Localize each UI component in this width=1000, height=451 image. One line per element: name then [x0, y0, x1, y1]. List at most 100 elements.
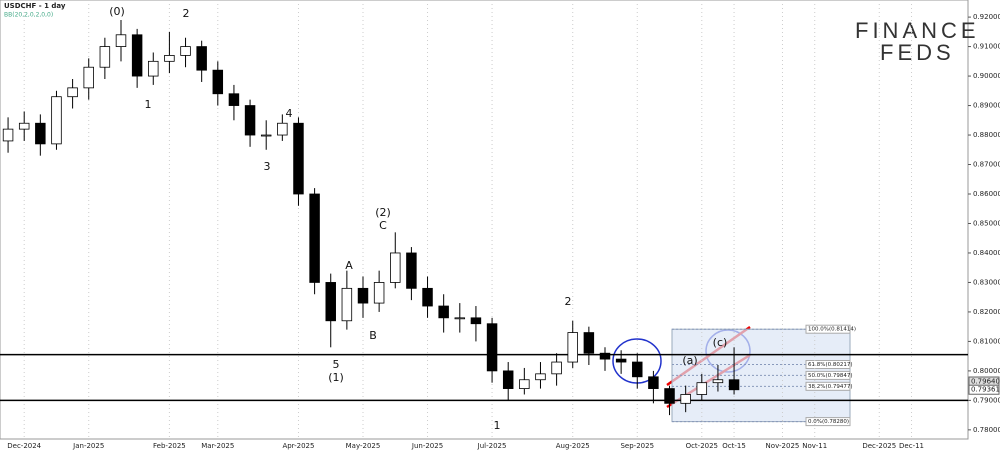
candle-body: [519, 379, 530, 389]
x-tick-label: Oct-15: [722, 442, 746, 450]
wave-label: (c): [713, 336, 728, 349]
wave-label: 3: [264, 160, 271, 173]
candle-body: [390, 252, 401, 283]
candle-body: [696, 382, 708, 395]
candle-body: [341, 287, 353, 322]
candle-body: [244, 105, 256, 136]
fib-label: 38.2%(0.79477): [808, 384, 853, 390]
candle-body: [664, 388, 675, 404]
y-tick-label: 0.86000: [973, 190, 1000, 198]
y-tick-label: 0.90000: [973, 72, 1000, 80]
x-tick-label: Nov-11: [802, 442, 827, 450]
x-tick-label: Dec-11: [899, 442, 924, 450]
wave-label: 2: [565, 295, 572, 308]
candle-body: [470, 317, 482, 325]
candle-body: [502, 370, 514, 389]
y-tick-label: 0.78000: [973, 426, 1000, 434]
candle-body: [615, 358, 627, 363]
candle-body: [228, 93, 240, 106]
candle-body: [277, 122, 288, 136]
wave-label: A: [345, 259, 353, 272]
fib-label-box: [805, 359, 851, 369]
fib-label: 50.0%(0.79847): [808, 373, 853, 379]
candle-body: [99, 46, 111, 68]
candle-body: [35, 122, 46, 145]
x-tick-label: Jan-2025: [72, 442, 104, 450]
x-tick-label: Nov-2025: [766, 442, 800, 450]
y-tick-label: 0.80000: [973, 367, 1000, 375]
wave-label: (1): [328, 371, 344, 384]
candle-body: [115, 34, 127, 47]
candle-body: [373, 282, 385, 304]
candle-body: [583, 332, 595, 354]
fib-label: 61.8%(0.80217): [808, 362, 853, 368]
fib-label: 0.0%(0.78280): [808, 419, 849, 425]
wave-label: 4: [286, 107, 293, 120]
x-tick-label: Apr-2025: [282, 442, 314, 450]
x-tick-label: Oct-2025: [686, 442, 718, 450]
y-tick-label: 0.83000: [973, 278, 1000, 286]
candle-body: [632, 361, 643, 378]
y-tick-label: 0.87000: [973, 161, 1000, 169]
wave-label: (0): [109, 5, 125, 18]
wave-label: 2: [183, 7, 190, 20]
wave-label: 5: [333, 358, 340, 371]
candle-body: [212, 69, 224, 95]
fib-label-box: [805, 417, 851, 427]
wave-label: (a): [682, 354, 697, 367]
logo-bottom: FEDS: [880, 40, 955, 65]
candle-body: [131, 34, 143, 77]
x-tick-label: Mar-2025: [201, 442, 234, 450]
y-tick-label: 0.88000: [973, 131, 1000, 139]
fib-label-box: [805, 370, 851, 380]
wave-label: C: [379, 219, 387, 232]
candle-body: [712, 379, 724, 384]
x-tick-label: Jul-2025: [477, 442, 507, 450]
candle-body: [422, 287, 433, 307]
candle-body: [454, 317, 466, 320]
x-tick-label: Jun-2025: [411, 442, 443, 450]
fib-label-box: [805, 381, 851, 391]
x-tick-label: May-2025: [346, 442, 381, 450]
x-tick-label: Feb-2025: [153, 442, 186, 450]
chart-title: USDCHF - 1 day: [4, 2, 66, 10]
candle-body: [67, 87, 78, 98]
candle-body: [18, 122, 30, 130]
candle-body: [180, 46, 191, 56]
y-tick-label: 0.84000: [973, 249, 1000, 257]
candle-body: [83, 66, 94, 89]
y-tick-label: 0.89000: [973, 102, 1000, 110]
x-tick-label: Dec-2024: [7, 442, 41, 450]
candle-body: [293, 122, 304, 195]
y-tick-label: 0.91000: [973, 43, 1000, 51]
x-tick-label: Dec-2025: [862, 442, 896, 450]
candle-body: [551, 361, 562, 375]
indicator-label: BB(20,2,0,2,0,0): [4, 12, 53, 19]
y-tick-label: 0.85000: [973, 219, 1000, 227]
fib-label-box: [805, 324, 851, 334]
candle-body: [486, 323, 498, 372]
candle-body: [567, 332, 578, 363]
logo-top: FINANCE: [855, 18, 980, 43]
candle-body: [2, 128, 14, 142]
candle-body: [309, 193, 320, 283]
price-tag: [968, 384, 1000, 395]
candle-body: [438, 305, 449, 319]
y-tick-label: 0.79000: [973, 396, 1000, 404]
candle-body: [648, 376, 659, 389]
y-tick-label: 0.82000: [973, 308, 1000, 316]
candle-body: [260, 134, 272, 137]
x-tick-label: Sep-2025: [620, 442, 654, 450]
y-tick-label: 0.81000: [973, 337, 1000, 345]
wave-label: B: [369, 329, 377, 342]
candle-body: [196, 46, 207, 71]
candle-body: [535, 373, 546, 381]
candle-body: [164, 55, 175, 62]
candle-body: [599, 352, 611, 360]
fib-label: 100.0%(0.81414): [808, 327, 856, 333]
candle-body: [680, 394, 691, 404]
y-tick-label: 0.92000: [973, 13, 1000, 21]
x-tick-label: Aug-2025: [556, 442, 590, 450]
wave-label: (2): [375, 206, 391, 219]
